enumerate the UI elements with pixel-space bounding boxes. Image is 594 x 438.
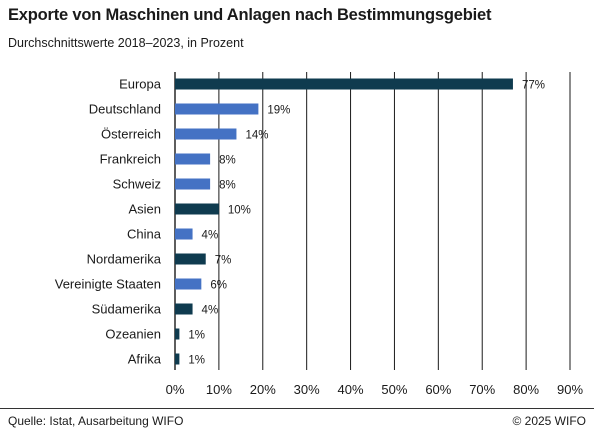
x-tick-label: 90% (557, 382, 583, 397)
x-tick-label: 0% (166, 382, 185, 397)
data-label: 14% (245, 130, 268, 142)
data-label: 1% (188, 330, 205, 342)
gridlines (174, 72, 571, 370)
data-label: 1% (188, 355, 205, 367)
data-label: 6% (210, 280, 227, 292)
bars (175, 78, 513, 365)
category-label: Deutschland (89, 102, 161, 117)
category-label: Frankreich (100, 152, 161, 167)
bar-3 (175, 153, 211, 165)
category-label: Ozeanien (105, 327, 161, 342)
copyright-note: © 2025 WIFO (512, 414, 586, 428)
category-label: Südamerika (92, 302, 162, 317)
x-tick-label: 50% (381, 382, 407, 397)
data-label: 10% (228, 205, 251, 217)
category-label: Schweiz (113, 177, 161, 192)
data-label: 77% (522, 80, 545, 92)
footer-divider (0, 408, 594, 409)
bar-0 (175, 78, 513, 90)
bar-8 (175, 278, 202, 290)
bar-2 (175, 128, 237, 140)
category-label: Afrika (128, 352, 162, 367)
category-label: Asien (128, 202, 161, 217)
category-label: Vereinigte Staaten (55, 277, 161, 292)
x-tick-labels: 0% 10% 20% 30% 40% 50% 60% 70% 80% 90% (166, 382, 584, 397)
bar-4 (175, 178, 211, 190)
category-label: Nordamerika (87, 252, 162, 267)
x-tick-label: 40% (338, 382, 364, 397)
x-tick-label: 30% (294, 382, 320, 397)
data-label: 4% (202, 305, 219, 317)
x-tick-label: 70% (469, 382, 495, 397)
bar-6 (175, 228, 193, 240)
bar-11 (175, 353, 180, 365)
category-label: Europa (119, 77, 162, 92)
data-label: 8% (219, 180, 236, 192)
x-tick-label: 10% (206, 382, 232, 397)
chart-subtitle: Durchschnittswerte 2018–2023, in Prozent (8, 36, 244, 50)
category-label: Österreich (101, 127, 161, 142)
bar-10 (175, 328, 180, 340)
category-label: China (127, 227, 162, 242)
data-labels: 77% 19% 14% 8% 8% 10% 4% 7% 6% 4% 1% 1% (188, 80, 545, 367)
data-label: 8% (219, 155, 236, 167)
bar-1 (175, 103, 259, 115)
bar-9 (175, 303, 193, 315)
data-label: 4% (202, 230, 219, 242)
x-tick-label: 20% (250, 382, 276, 397)
category-labels: Europa Deutschland Österreich Frankreich Sch… (55, 77, 162, 367)
chart-title: Exporte von Maschinen und Anlagen nach B… (8, 6, 492, 24)
bar-7 (175, 253, 206, 265)
data-label: 19% (267, 105, 290, 117)
x-tick-label: 60% (425, 382, 451, 397)
bar-5 (175, 203, 219, 215)
source-note: Quelle: Istat, Ausarbeitung WIFO (8, 414, 184, 428)
x-tick-label: 80% (513, 382, 539, 397)
data-label: 7% (215, 255, 232, 267)
